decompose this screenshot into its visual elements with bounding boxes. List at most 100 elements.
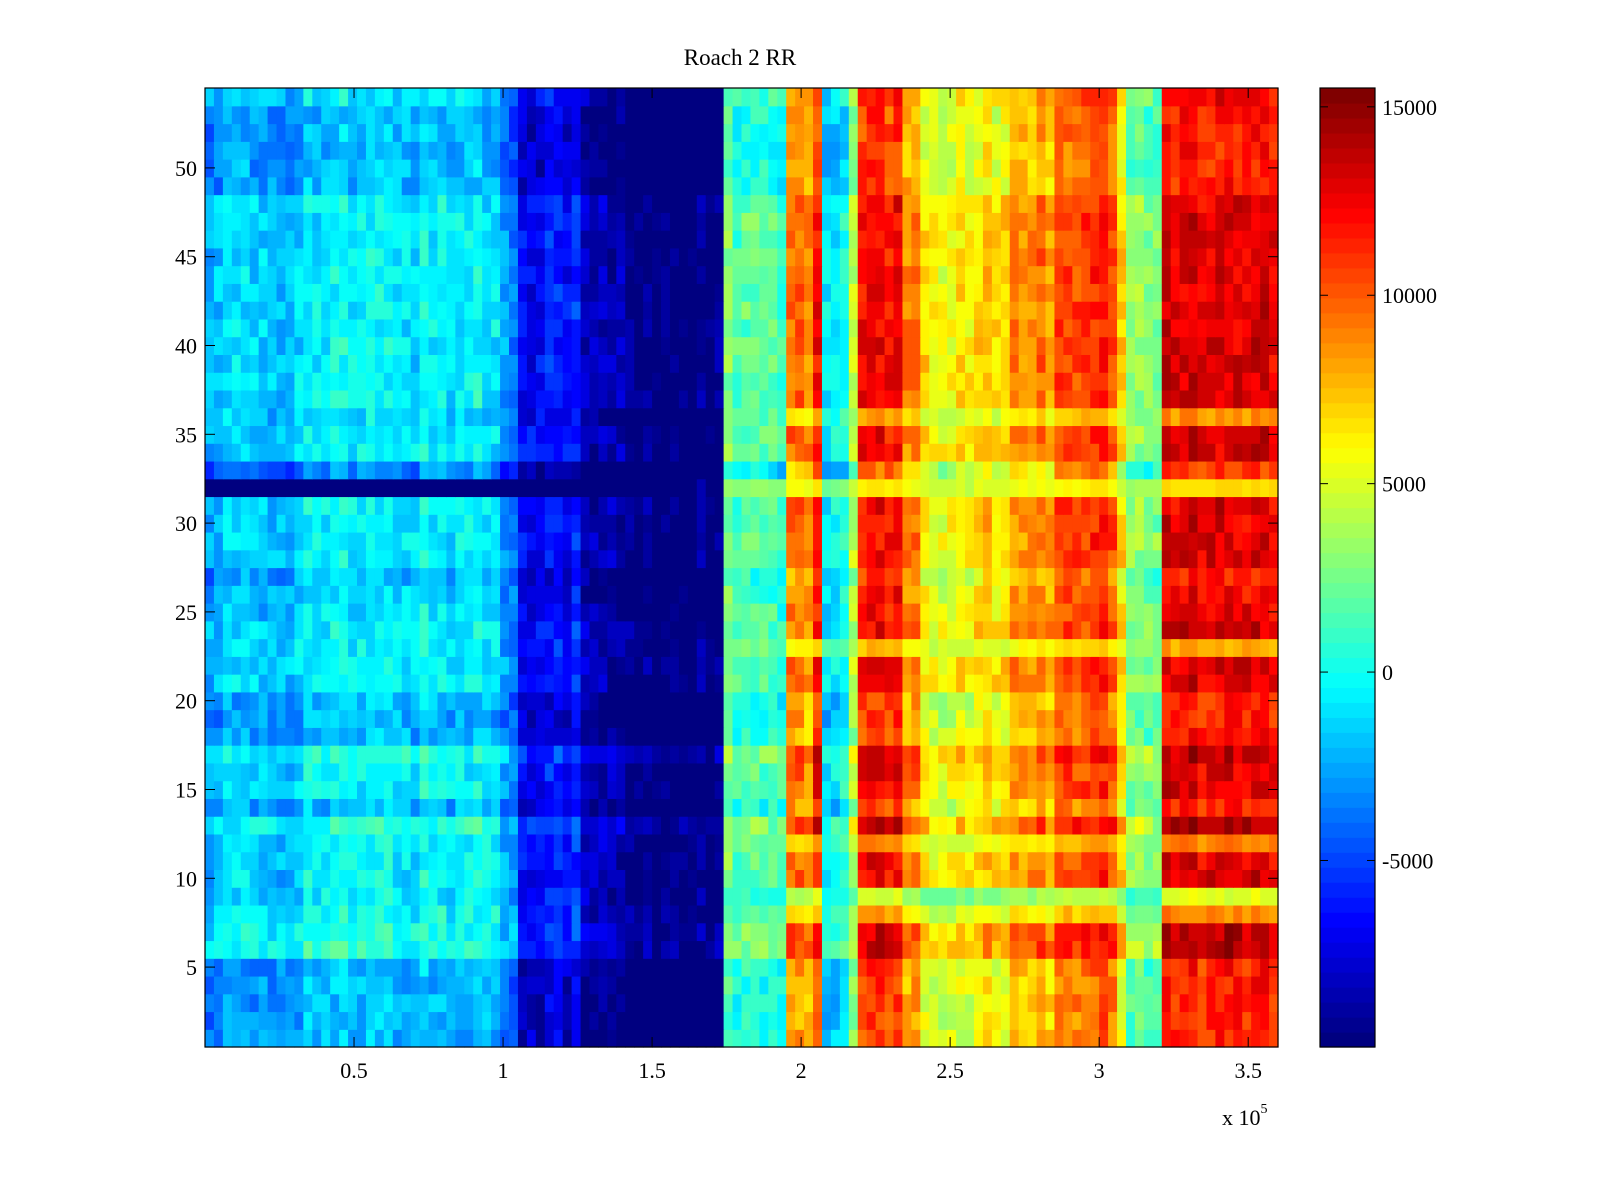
heatmap-cell — [562, 496, 573, 515]
heatmap-cell — [1206, 354, 1217, 373]
heatmap-cell — [357, 567, 367, 586]
heatmap-cell — [1152, 514, 1163, 533]
heatmap-cell — [544, 780, 555, 799]
heatmap-cell — [1117, 833, 1127, 853]
heatmap-cell — [383, 727, 394, 746]
heatmap-cell — [848, 585, 859, 604]
heatmap-cell — [634, 443, 644, 462]
heatmap-cell — [330, 443, 340, 462]
heatmap-cell — [446, 869, 456, 888]
heatmap-cell — [330, 975, 340, 995]
heatmap-cell — [231, 709, 242, 728]
heatmap-cell — [634, 887, 644, 906]
heatmap-cell — [1063, 762, 1073, 782]
heatmap-cell — [303, 443, 313, 462]
heatmap-cell — [321, 638, 331, 657]
heatmap-cell — [848, 727, 859, 746]
heatmap-cell — [1009, 638, 1020, 657]
heatmap-cell — [1125, 531, 1136, 551]
heatmap-cell — [1063, 940, 1073, 959]
heatmap-cell — [902, 656, 912, 675]
heatmap-cell — [544, 389, 555, 409]
heatmap-cell — [1081, 620, 1091, 640]
heatmap-cell — [240, 691, 251, 711]
heatmap-cell — [401, 585, 412, 604]
heatmap-cell — [1134, 780, 1145, 799]
heatmap-cell — [813, 389, 823, 409]
heatmap-cell — [714, 745, 725, 764]
heatmap-cell — [1269, 674, 1279, 693]
heatmap-cell — [249, 993, 260, 1013]
heatmap-cell — [473, 887, 483, 906]
heatmap-cell — [714, 425, 725, 444]
heatmap-cell — [1161, 869, 1172, 888]
heatmap-cell — [795, 816, 805, 835]
heatmap-cell — [634, 869, 644, 888]
heatmap-cell — [419, 940, 430, 959]
heatmap-cell — [1108, 478, 1118, 498]
heatmap-cell — [723, 727, 734, 746]
heatmap-cell — [821, 656, 832, 675]
heatmap-cell — [938, 745, 948, 764]
heatmap-cell — [669, 1029, 680, 1048]
heatmap-cell — [956, 816, 966, 835]
heatmap-cell — [804, 691, 814, 711]
heatmap-cell — [321, 585, 331, 604]
heatmap-cell — [589, 585, 600, 604]
heatmap-cell — [267, 301, 278, 320]
heatmap-cell — [473, 496, 483, 515]
heatmap-cell — [553, 656, 564, 675]
heatmap-cell — [1125, 318, 1136, 338]
heatmap-cell — [759, 674, 769, 693]
heatmap-cell — [222, 1011, 233, 1030]
heatmap-cell — [1188, 762, 1199, 782]
heatmap-cell — [634, 993, 644, 1013]
heatmap-cell — [786, 372, 796, 391]
heatmap-cell — [634, 567, 644, 586]
heatmap-cell — [759, 496, 769, 515]
heatmap-cell — [607, 549, 617, 569]
heatmap-cell — [696, 727, 707, 746]
heatmap-cell — [374, 922, 385, 942]
heatmap-cell — [580, 869, 591, 888]
heatmap-cell — [240, 833, 251, 853]
heatmap-cell — [258, 531, 269, 551]
heatmap-cell — [643, 727, 653, 746]
heatmap-cell — [1000, 514, 1011, 533]
heatmap-cell — [875, 603, 886, 622]
heatmap-cell — [1018, 780, 1029, 799]
heatmap-cell — [956, 496, 966, 515]
heatmap-cell — [875, 993, 886, 1013]
heatmap-cell — [374, 603, 385, 622]
heatmap-cell — [562, 745, 573, 764]
heatmap-cell — [696, 620, 707, 640]
heatmap-cell — [1081, 727, 1091, 746]
heatmap-cell — [750, 567, 760, 586]
heatmap-cell — [705, 478, 716, 498]
heatmap-cell — [1152, 709, 1163, 728]
heatmap-cell — [1242, 656, 1252, 675]
heatmap-cell — [625, 958, 635, 977]
heatmap-cell — [509, 620, 519, 640]
heatmap-cell — [544, 425, 555, 444]
heatmap-cell — [410, 674, 421, 693]
heatmap-cell — [973, 816, 984, 835]
heatmap-cell — [1170, 816, 1181, 835]
heatmap-cell — [965, 318, 975, 338]
heatmap-cell — [428, 638, 439, 657]
heatmap-cell — [1260, 940, 1270, 959]
heatmap-cell — [857, 851, 868, 871]
heatmap-cell — [1072, 691, 1082, 711]
heatmap-cell — [553, 816, 564, 835]
heatmap-cell — [902, 585, 912, 604]
heatmap-cell — [938, 727, 948, 746]
heatmap-cell — [777, 407, 787, 427]
heatmap-cell — [374, 780, 385, 799]
heatmap-cell — [1242, 958, 1252, 977]
heatmap-cell — [705, 318, 716, 338]
heatmap-cell — [866, 833, 877, 853]
heatmap-cell — [482, 336, 492, 355]
heatmap-cell — [276, 816, 287, 835]
heatmap-cell — [607, 425, 617, 444]
heatmap-cell — [1009, 816, 1020, 835]
